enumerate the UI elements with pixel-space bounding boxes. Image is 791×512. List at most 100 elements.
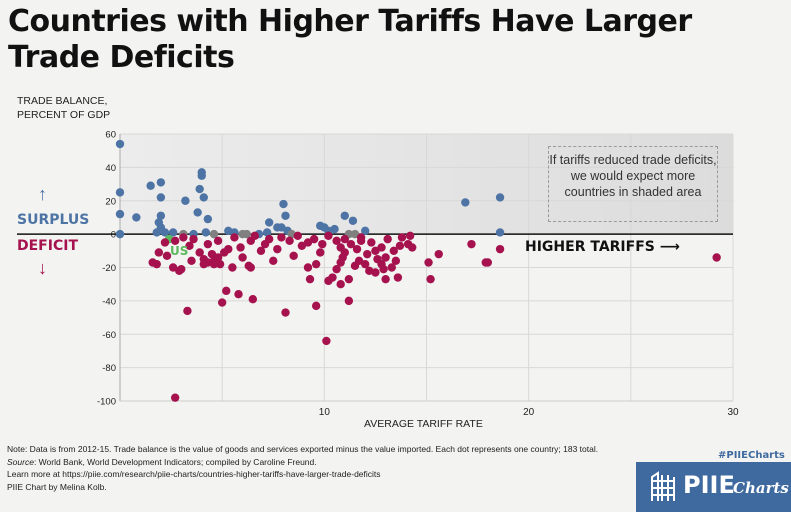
data-point-surplus: [195, 184, 204, 194]
data-point-deficit: [187, 256, 196, 266]
note-text: Note: Data is from 2012-15. Trade balanc…: [7, 444, 599, 454]
data-point-deficit: [199, 254, 208, 264]
title-text: Countries with Higher Tariffs Have Large…: [8, 4, 692, 75]
piie-logo[interactable]: PIIE Charts: [636, 462, 791, 512]
data-point-deficit: [177, 264, 186, 274]
data-point-surplus: [115, 139, 125, 149]
data-point-surplus: [168, 228, 178, 237]
data-point-deficit: [395, 241, 405, 251]
data-point-neutral: [209, 229, 219, 239]
data-point-deficit: [383, 234, 392, 244]
data-point-surplus: [199, 193, 208, 202]
data-point-surplus: [495, 228, 505, 237]
data-point-deficit: [309, 234, 319, 244]
data-point-deficit: [289, 251, 298, 261]
data-point-deficit: [367, 238, 376, 247]
data-point-deficit: [277, 233, 286, 242]
data-point-surplus: [281, 211, 290, 220]
x-tick-label: 20: [523, 407, 535, 418]
deficit-label: DEFICIT: [17, 238, 78, 254]
data-point-deficit: [215, 259, 225, 269]
data-point-deficit: [391, 256, 401, 266]
data-point-surplus: [340, 211, 349, 220]
data-point-surplus: [316, 221, 325, 230]
arrow-up-icon: ↑: [38, 184, 47, 204]
logo-name: PIIE: [683, 471, 735, 499]
data-point-surplus: [262, 228, 272, 237]
data-point-deficit: [311, 301, 321, 311]
data-point-deficit: [328, 273, 337, 282]
data-point-deficit: [213, 236, 223, 245]
data-point-deficit: [170, 236, 180, 245]
data-point-deficit: [381, 253, 390, 262]
data-point-surplus: [264, 218, 274, 227]
logo-suffix: Charts: [733, 479, 789, 497]
data-point-deficit: [236, 243, 245, 252]
data-point-deficit: [285, 236, 294, 245]
learn-more-link[interactable]: Learn more at https://piie.com/research/…: [7, 469, 381, 480]
y-axis-label-line2: PERCENT OF GDP: [17, 109, 111, 121]
data-point-surplus: [156, 193, 166, 202]
data-point-deficit: [324, 231, 333, 240]
data-point-deficit: [230, 233, 239, 242]
data-point-deficit: [336, 279, 345, 289]
data-point-deficit: [426, 274, 435, 284]
data-point-surplus: [348, 216, 358, 225]
y-tick-label: -80: [102, 363, 116, 374]
data-point-deficit: [154, 248, 164, 257]
data-point-deficit: [303, 238, 313, 247]
data-point-surplus: [181, 196, 190, 205]
data-point-deficit: [483, 258, 492, 267]
data-point-deficit: [346, 239, 356, 249]
data-point-surplus: [115, 209, 125, 219]
data-point-deficit: [393, 273, 403, 282]
data-point-deficit: [248, 295, 258, 304]
data-point-surplus: [197, 171, 206, 180]
data-point-deficit: [344, 296, 354, 306]
data-point-neutral: [350, 229, 360, 239]
data-point-deficit: [322, 336, 331, 346]
data-point-deficit: [281, 308, 290, 317]
data-point-deficit: [712, 253, 721, 262]
data-point-surplus: [495, 193, 505, 202]
data-point-surplus: [156, 211, 166, 220]
data-point-neutral: [238, 229, 247, 239]
data-point-surplus: [152, 228, 161, 237]
footnotes: Note: Data is from 2012-15. Trade balanc…: [7, 443, 607, 493]
data-point-surplus: [193, 208, 202, 217]
data-point-deficit: [363, 249, 372, 259]
data-point-deficit: [246, 263, 255, 272]
data-point-deficit: [293, 231, 302, 240]
data-point-deficit: [365, 266, 374, 276]
data-point-deficit: [354, 256, 364, 266]
source-text: : World Bank, World Development Indicato…: [33, 456, 317, 467]
data-point-surplus: [115, 188, 125, 197]
data-point-surplus: [203, 214, 213, 224]
data-point-deficit: [189, 234, 198, 244]
data-point-deficit: [318, 239, 327, 249]
data-point-deficit: [152, 259, 161, 269]
data-point-deficit: [397, 233, 407, 242]
y-tick-label: -60: [102, 330, 116, 341]
data-point-deficit: [361, 259, 370, 269]
data-point-deficit: [170, 393, 180, 402]
data-point-deficit: [389, 246, 399, 256]
data-point-deficit: [356, 236, 366, 245]
data-point-deficit: [332, 264, 341, 274]
data-point-deficit: [305, 274, 315, 284]
y-tick-label: -100: [97, 397, 116, 408]
data-point-deficit: [316, 248, 325, 257]
data-point-surplus: [115, 229, 125, 239]
data-point-deficit: [207, 249, 217, 259]
data-point-deficit: [303, 263, 313, 272]
source-line: Source: World Bank, World Development In…: [7, 456, 607, 469]
data-point-deficit: [405, 231, 415, 240]
data-point-deficit: [183, 306, 192, 316]
y-tick-label: 0: [111, 230, 116, 241]
building-icon: [651, 471, 675, 501]
data-point-surplus: [160, 228, 170, 237]
data-point-deficit: [238, 253, 247, 262]
data-point-deficit: [264, 234, 274, 244]
data-point-deficit: [424, 258, 433, 267]
